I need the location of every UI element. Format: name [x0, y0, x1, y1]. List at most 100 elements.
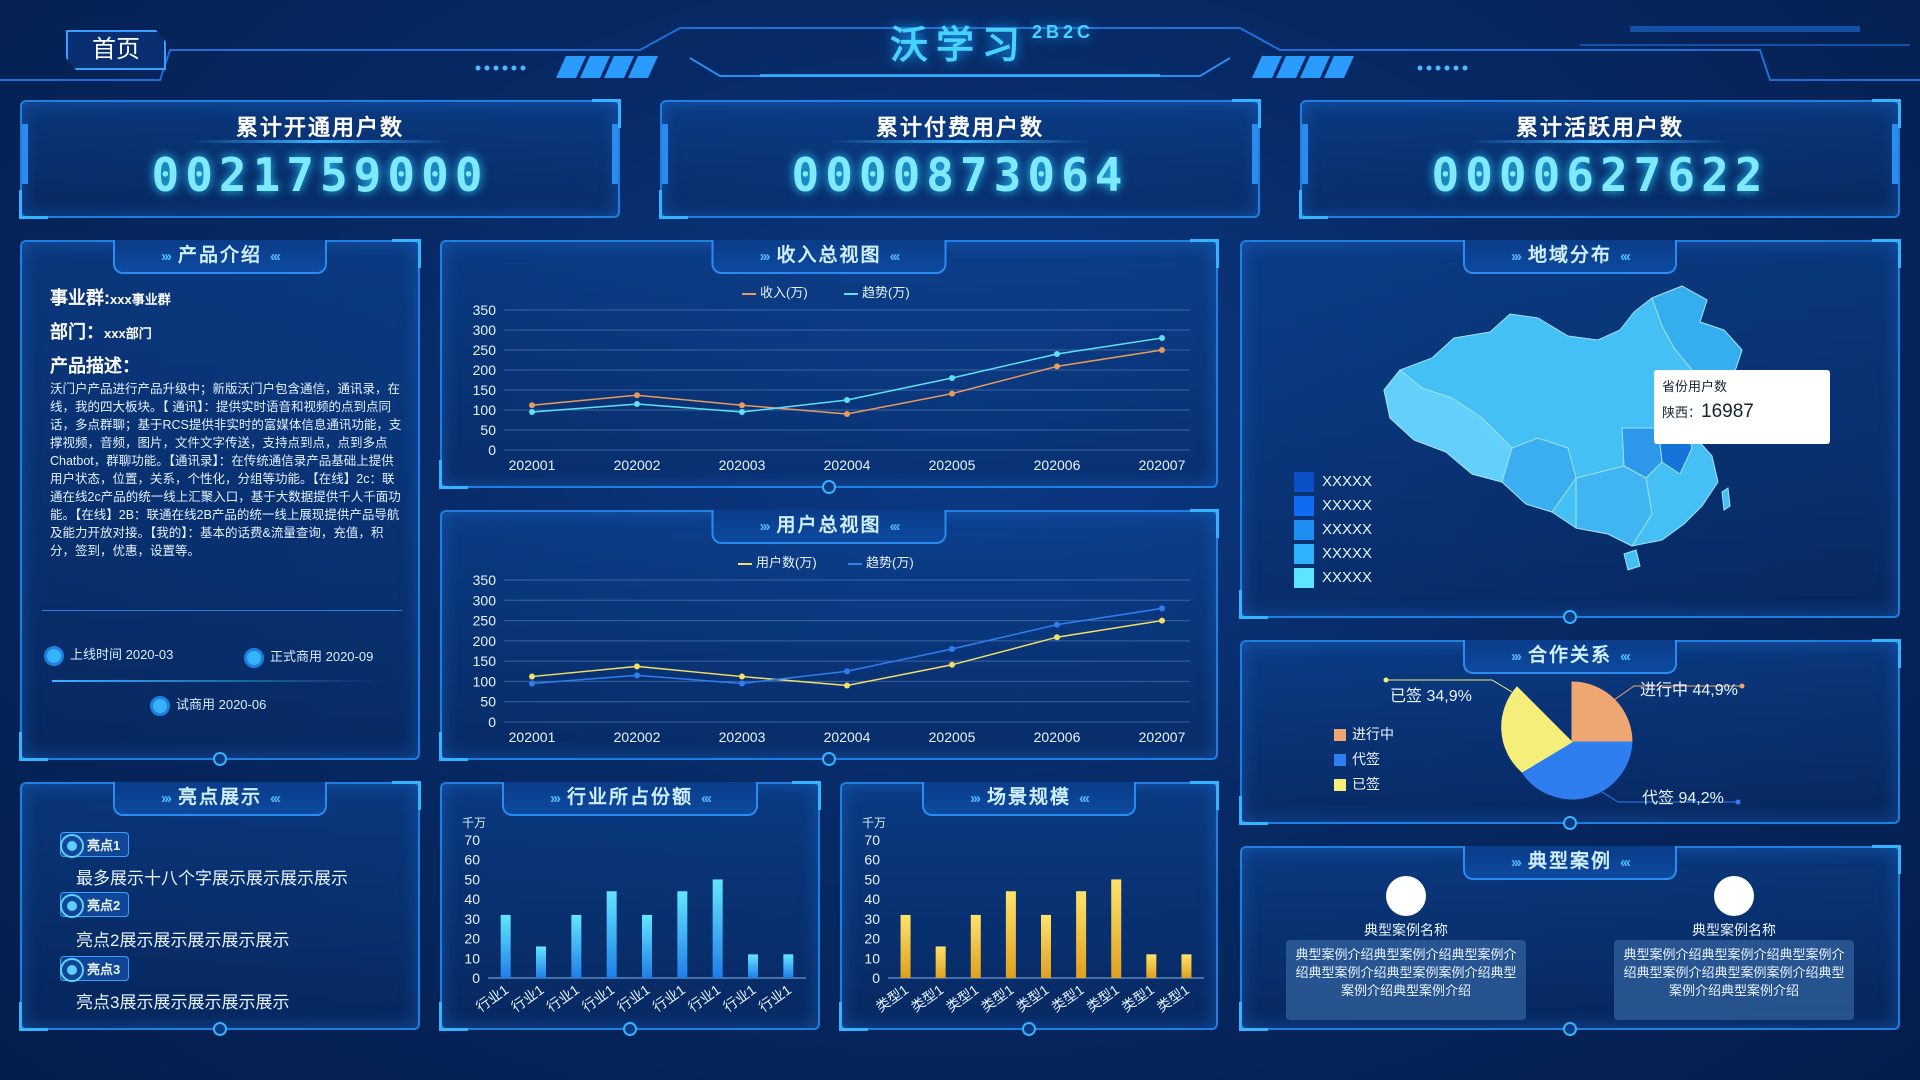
panel-title: ››› 行业所占份额 ‹‹‹ — [501, 782, 759, 816]
industry-bar-chart: 010203040506070行业1行业1行业1行业1行业1行业1行业1行业1行… — [464, 832, 806, 1015]
case-avatar — [1386, 876, 1426, 916]
desc-label: 产品描述： — [50, 356, 140, 376]
data-point — [949, 645, 955, 652]
pie-slice-signed — [1501, 686, 1573, 773]
pie-slice-progress — [1571, 681, 1633, 743]
panel-title: ››› 用户总视图 ‹‹‹ — [711, 510, 947, 544]
data-point — [844, 411, 850, 417]
x-tick-label: 行业1 — [544, 981, 583, 1015]
tooltip-value: 16987 — [1701, 401, 1754, 422]
panel-title: ››› 合作关系 ‹‹‹ — [1462, 640, 1678, 674]
x-tick-label: 行业1 — [614, 981, 653, 1015]
data-point — [634, 392, 640, 399]
y-tick-label: 0 — [472, 970, 480, 986]
y-tick-label: 50 — [864, 871, 880, 887]
data-point — [634, 663, 640, 670]
bar — [1111, 879, 1122, 978]
y-tick-label: 150 — [473, 382, 497, 398]
x-tick-label: 202004 — [824, 729, 871, 745]
bar — [571, 914, 582, 978]
legend-income: 收入(万) — [742, 282, 808, 301]
x-tick-label: 类型1 — [1013, 981, 1052, 1015]
x-tick-label: 类型1 — [873, 981, 912, 1015]
kpi-value: 0000873064 — [791, 148, 1129, 202]
y-tick-label: 50 — [480, 422, 496, 438]
kpi-panel-active: 累计活跃用户数 0000627622 — [1299, 99, 1901, 219]
y-tick-label: 60 — [864, 852, 880, 868]
y-tick-label: 20 — [464, 931, 480, 947]
x-tick-label: 类型1 — [978, 981, 1017, 1015]
legend-item: XXXXX — [1294, 520, 1372, 544]
x-tick-label: 202006 — [1034, 457, 1081, 473]
data-point — [844, 682, 850, 689]
data-point — [1159, 605, 1165, 612]
users-line-chart: 0 50 100 150 200 250 300 350 202001 202002 202003 2… — [473, 572, 1190, 745]
panel-title: ››› 场景规模 ‹‹‹ — [921, 782, 1137, 816]
kpi-panel-paid: 累计付费用户数 0000873064 — [659, 99, 1261, 219]
x-tick-label: 行业1 — [685, 981, 724, 1015]
bar — [748, 954, 758, 978]
y-tick-label: 10 — [864, 950, 880, 966]
bar — [606, 891, 617, 978]
x-tick-label: 202002 — [614, 729, 661, 745]
home-button[interactable]: 首页 — [66, 30, 166, 70]
data-point — [1159, 335, 1165, 341]
legend-item: XXXXX — [1294, 568, 1372, 592]
highlight-text: 最多展示十八个字展示展示展示展示 — [76, 869, 348, 888]
x-tick-label: 行业1 — [473, 981, 512, 1015]
timeline-item: 试商用 2020-06 — [150, 694, 266, 716]
x-tick-label: 202001 — [509, 729, 556, 745]
unit-label: 千万 — [462, 816, 487, 830]
header-decoration — [0, 26, 1920, 81]
x-tick-label: 202006 — [1034, 729, 1081, 745]
x-tick-label: 202005 — [929, 729, 976, 745]
y-tick-label: 150 — [473, 653, 497, 669]
x-tick-label: 202001 — [509, 457, 556, 473]
pie-slice-pending — [1521, 741, 1633, 800]
group-value: xxx事业群 — [110, 292, 171, 307]
region-panel: ››› 地域分布 ‹‹‹ 省份用户数 陕西：16987 XXXXX XXXXX XX… — [1239, 239, 1901, 624]
unit-label: 千万 — [862, 816, 887, 830]
y-tick-label: 100 — [473, 402, 497, 418]
bar — [1146, 954, 1157, 978]
bar — [712, 879, 723, 978]
y-tick-label: 250 — [473, 613, 497, 629]
x-tick-label: 行业1 — [508, 981, 547, 1015]
y-tick-label: 300 — [473, 592, 497, 608]
dept-value: xxx部门 — [104, 326, 152, 341]
bar — [677, 891, 688, 978]
bar — [536, 946, 546, 978]
x-tick-label: 行业1 — [579, 981, 618, 1015]
data-point — [949, 375, 955, 381]
data-point — [844, 397, 850, 403]
case-description: 典型案例介绍典型案例介绍典型案例介绍典型案例介绍典型案例案例介绍典型案例介绍典型… — [1614, 940, 1854, 1020]
y-tick-label: 250 — [473, 342, 497, 358]
data-point — [739, 673, 745, 680]
y-tick-label: 0 — [872, 970, 880, 986]
cooperation-panel: ››› 合作关系 ‹‹‹ 进行中 代签 已签 已签 34,9% 进行中 44,9% … — [1239, 639, 1901, 830]
users-panel: ››› 用户总视图 ‹‹‹ 用户数(万) 趋势(万) 0 50 100 150 200 250… — [439, 509, 1219, 766]
kpi-panel-opened: 累计开通用户数 0021759000 — [19, 99, 621, 219]
data-point — [529, 673, 535, 680]
y-tick-label: 50 — [480, 694, 496, 710]
x-tick-label: 202002 — [614, 457, 661, 473]
x-tick-label: 202007 — [1139, 729, 1186, 745]
x-tick-label: 类型1 — [908, 981, 947, 1015]
y-tick-label: 0 — [488, 714, 496, 730]
tooltip-title: 省份用户数 — [1662, 379, 1728, 394]
revenue-panel: ››› 收入总视图 ‹‹‹ 收入(万) 趋势(万) 0 50 100 150 200 250 3… — [439, 239, 1219, 494]
title-text: 沃学习 — [890, 25, 1029, 67]
kpi-value: 0000627622 — [1431, 148, 1769, 202]
x-tick-label: 行业1 — [720, 981, 759, 1015]
case-name: 典型案例名称 — [1692, 922, 1776, 938]
revenue-line-chart: 0 50 100 150 200 250 300 350 202001 202002 202003 2… — [473, 302, 1190, 473]
y-tick-label: 200 — [473, 633, 497, 649]
x-tick-label: 202004 — [824, 457, 871, 473]
data-point — [1159, 347, 1165, 353]
product-description: 沃门户产品进行产品升级中；新版沃门户包含通信，通讯录，在线，我的四大板块。【 通… — [50, 382, 402, 558]
y-tick-label: 350 — [473, 302, 497, 318]
bar — [1076, 891, 1087, 978]
bar — [935, 946, 946, 978]
legend-item: 代签 — [1334, 747, 1394, 772]
map-legend: XXXXX XXXXX XXXXX XXXXX XXXXX — [1294, 472, 1372, 592]
